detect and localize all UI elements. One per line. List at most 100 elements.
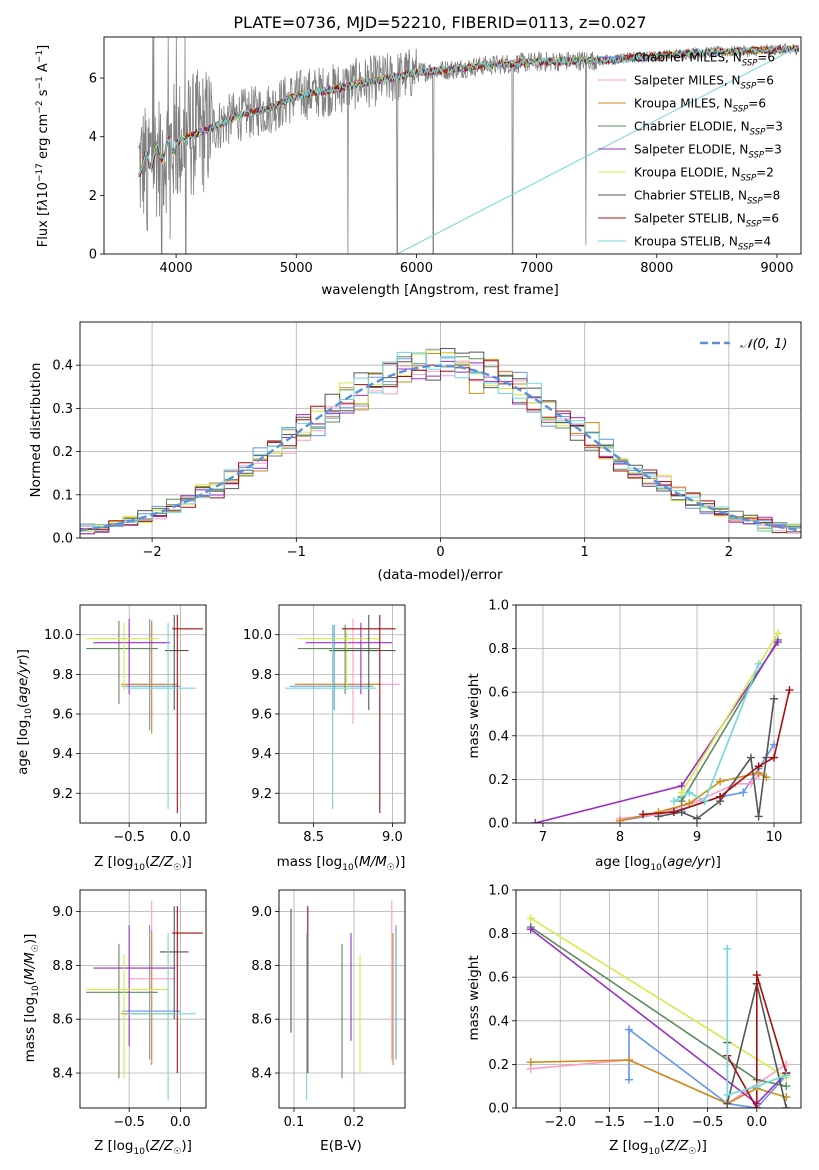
- residuals-xlabel: (data-model)/error: [377, 567, 503, 583]
- weight-point-marker: [746, 753, 755, 762]
- y-tick-label: 0.3: [52, 402, 73, 417]
- x-tick-label: 8000: [640, 261, 673, 276]
- x-tick-label: −0.5: [113, 830, 145, 845]
- panel-age-vs-Z: −0.5 0.09.29.49.69.810.0 Z [log10(Z/Z☉)] …: [15, 604, 207, 873]
- weight-point-marker: [685, 788, 694, 797]
- weight-point-marker: [677, 797, 686, 806]
- y-tick-label: 10.0: [44, 628, 73, 643]
- weight-point-marker: [773, 638, 782, 647]
- x-tick-label: 8: [616, 830, 624, 845]
- axes-frame: [515, 604, 802, 824]
- residual-histogram: [80, 351, 801, 538]
- x-tick-label: 7: [539, 830, 547, 845]
- weight-point-marker: [669, 797, 678, 806]
- plot-marks: [80, 348, 801, 538]
- weight-series-line: [530, 917, 787, 1079]
- y-tick-label: 0.4: [52, 359, 73, 374]
- y-tick-label: 4: [89, 130, 97, 145]
- weight-vs-Z-xlabel: Z [log10(Z/Z☉)]: [609, 1138, 707, 1157]
- legend-entry: Chabrier ELODIE, NSSP=3: [634, 120, 783, 138]
- y-tick-label: 6: [89, 72, 97, 87]
- panel-mass-vs-ebv: 0.1 0.2 8.4 8.6 8.8 9.0 E(B-V): [251, 889, 406, 1154]
- x-tick-label: −1.5: [594, 1115, 626, 1130]
- x-tick-label: −1.0: [643, 1115, 675, 1130]
- x-tick-label: −2.0: [544, 1115, 576, 1130]
- plot-marks: [526, 914, 791, 1108]
- age-vs-Z-plot-area: −0.5 0.0 9.2 9.4 9.6 9.8 10.0: [44, 604, 207, 845]
- x-tick-label: 7000: [520, 261, 553, 276]
- y-tick-label: 0.6: [488, 971, 509, 986]
- age-vs-Z-xlabel: Z [log10(Z/Z☉)]: [94, 854, 192, 873]
- weight-point-marker: [526, 1058, 535, 1067]
- y-tick-label: 0.2: [488, 773, 509, 788]
- gaussian-curve: [80, 364, 801, 532]
- x-tick-label: 5000: [280, 261, 313, 276]
- spectrum-model-line: [138, 45, 799, 254]
- x-tick-label: 4000: [160, 261, 193, 276]
- axes-frame: [79, 604, 207, 824]
- x-tick-label: 1: [581, 545, 589, 560]
- plot-marks: [531, 629, 794, 823]
- y-tick-label: 9.2: [251, 787, 272, 802]
- mass-vs-Z-xlabel: Z [log10(Z/Z☉)]: [94, 1138, 192, 1157]
- panel-residuals: −2 −1 0 1 2 0.0 0.1 0.2 0.3 0.4 𝒩(0, 1) (data-mode…: [28, 321, 802, 583]
- x-tick-label: 0.0: [746, 1115, 767, 1130]
- y-tick-label: 8.6: [251, 1013, 272, 1028]
- y-tick-label: 0.8: [488, 927, 509, 942]
- y-tick-label: 0.8: [488, 642, 509, 657]
- y-tick-label: 0.1: [52, 488, 73, 503]
- weight-point-marker: [752, 971, 761, 980]
- legend-entry: Salpeter STELIB, NSSP=6: [634, 212, 779, 230]
- legend-entry: Salpeter ELODIE, NSSP=3: [634, 143, 782, 161]
- axes-frame: [278, 604, 406, 824]
- x-tick-label: −1: [287, 545, 306, 560]
- weight-point-marker: [782, 1104, 791, 1108]
- y-tick-label: 9.8: [251, 668, 272, 683]
- weight-point-marker: [770, 753, 779, 762]
- axes-frame: [515, 889, 802, 1109]
- weight-point-marker: [693, 814, 702, 823]
- weight-series-line: [535, 641, 779, 823]
- panel-age-vs-mass: 8.5 9.0 9.2 9.4 9.6 9.8 10.0 mass [log10(M/M☉)…: [243, 604, 406, 873]
- weight-series-line: [680, 632, 779, 793]
- spectrum-xlabel: wavelength [Angstrom, rest frame]: [321, 282, 559, 298]
- plot-marks: [86, 614, 203, 814]
- weight-point-marker: [754, 812, 763, 821]
- weight-point-marker: [526, 914, 535, 923]
- x-tick-label: 9000: [760, 261, 793, 276]
- x-tick-label: 9.0: [382, 830, 403, 845]
- legend-entry: Kroupa MILES, NSSP=6: [634, 97, 766, 115]
- weight-point-marker: [716, 777, 725, 786]
- plot-marks: [290, 900, 397, 1100]
- weight-point-marker: [723, 944, 732, 953]
- x-tick-label: 0.0: [170, 830, 191, 845]
- weight-point-marker: [773, 629, 782, 638]
- weight-vs-Z-plot-area: −2.0 −1.5 −1.0 −0.5 0.0 0.0 0.2 0.4 0.6 0.8 1.0: [488, 884, 802, 1130]
- legend-entry: Salpeter MILES, NSSP=6: [634, 74, 774, 92]
- y-tick-label: 0: [89, 248, 97, 263]
- x-tick-label: 0.2: [344, 1115, 365, 1130]
- panel-spectrum: PLATE=0736, MJD=52210, FIBERID=0113, z=0…: [35, 13, 802, 298]
- weight-point-marker: [762, 753, 771, 762]
- y-tick-label: 8.6: [52, 1013, 73, 1028]
- x-tick-label: 2: [725, 545, 733, 560]
- weight-vs-age-xlabel: age [log10(age/yr)]: [595, 854, 721, 873]
- weight-point-marker: [716, 792, 725, 801]
- weight-point-marker: [752, 1082, 761, 1091]
- weight-series-line: [658, 698, 775, 820]
- y-tick-label: 0.4: [488, 729, 509, 744]
- plot-marks: [138, 37, 800, 254]
- x-tick-label: −0.5: [113, 1115, 145, 1130]
- weight-point-marker: [625, 1056, 634, 1065]
- x-tick-label: 9: [693, 830, 701, 845]
- weight-point-marker: [625, 1025, 634, 1034]
- legend-entry: Kroupa STELIB, NSSP=4: [634, 235, 771, 253]
- weight-point-marker: [754, 762, 763, 771]
- y-tick-label: 8.8: [52, 959, 73, 974]
- weight-series-line: [726, 948, 787, 1096]
- residuals-plot-area: −2 −1 0 1 2 0.0 0.1 0.2 0.3 0.4 𝒩(0, 1): [52, 321, 802, 560]
- axes-frame: [103, 36, 802, 255]
- weight-point-marker: [639, 810, 648, 819]
- legend-entry: Kroupa ELODIE, NSSP=2: [634, 166, 774, 184]
- residual-histogram: [80, 348, 801, 538]
